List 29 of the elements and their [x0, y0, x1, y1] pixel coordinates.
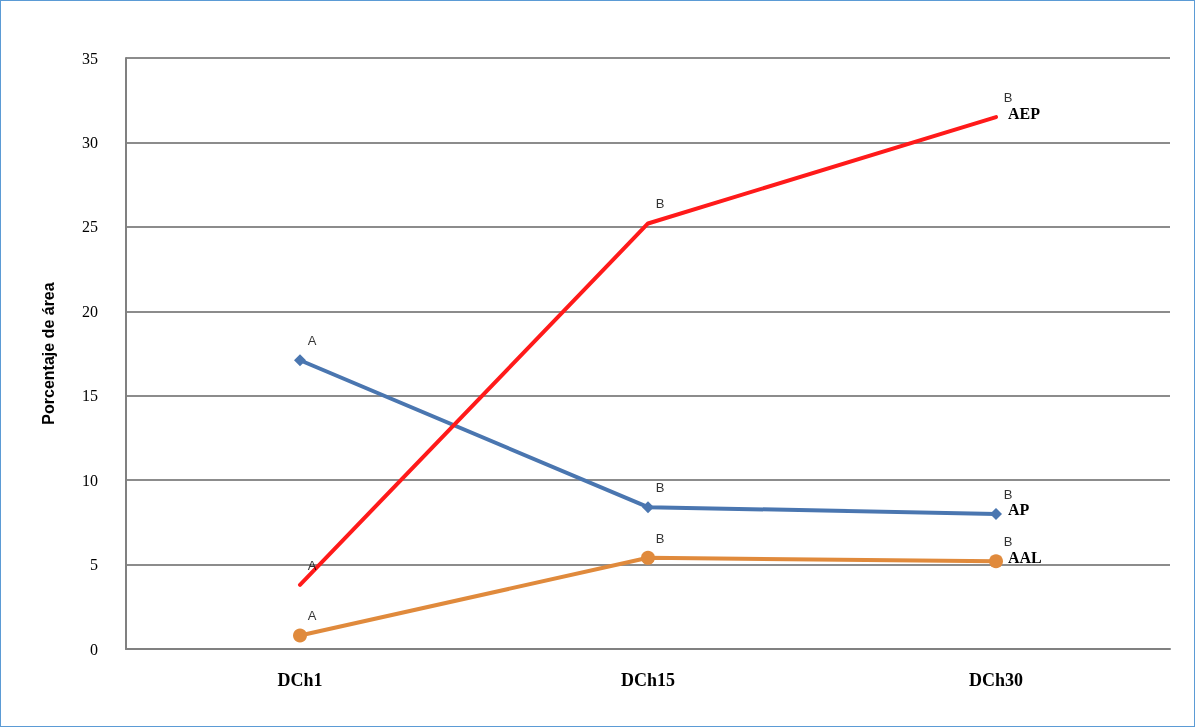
- x-tick-label: DCh1: [277, 670, 323, 690]
- series-label: AEP: [1008, 104, 1041, 122]
- point: [990, 507, 1002, 520]
- y-axis-title: Porcentaje de área: [39, 282, 57, 425]
- annotation: A: [307, 333, 317, 349]
- y-tick-label: 0: [90, 640, 98, 658]
- point: [293, 628, 307, 643]
- annotation: B: [655, 530, 665, 546]
- y-tick-label: 25: [82, 218, 98, 236]
- y-tick-label: 35: [82, 49, 98, 67]
- point: [642, 501, 654, 514]
- annotation: B: [1003, 90, 1013, 106]
- series-label: AP: [1008, 501, 1030, 519]
- y-tick-label: 5: [90, 556, 98, 574]
- y-tick-label: 10: [82, 471, 98, 489]
- annotation: A: [307, 608, 317, 624]
- x-tick-label: DCh15: [620, 670, 676, 690]
- annotation: B: [1003, 534, 1013, 550]
- series-label: AAL: [1008, 548, 1042, 566]
- annotation: B: [655, 196, 665, 212]
- annotation: B: [655, 480, 665, 496]
- y-tick-label: 30: [82, 133, 98, 151]
- point: [294, 354, 306, 367]
- annotation: B: [1003, 486, 1013, 502]
- point: [989, 554, 1003, 569]
- y-tick-label: 20: [82, 302, 98, 320]
- point: [641, 550, 655, 565]
- y-tick-label: 15: [82, 387, 98, 405]
- x-tick-label: DCh30: [968, 670, 1024, 690]
